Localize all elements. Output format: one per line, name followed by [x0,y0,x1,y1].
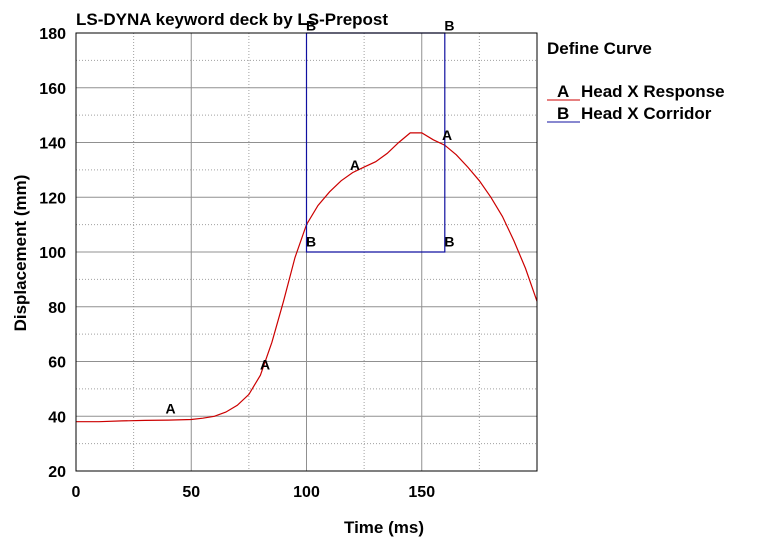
marker-layer: A A A A B B B B [165,17,454,416]
legend-entries: A Head X Response B Head X Corridor [547,82,725,123]
legend-letter: A [557,82,569,101]
y-tick-label: 140 [39,136,66,153]
x-tick-label: 150 [408,484,435,501]
marker-label-b: B [444,17,454,33]
series-line-a [76,132,538,423]
x-tick-label: 0 [72,484,81,501]
marker-label-a: A [260,357,270,373]
legend-letter: B [557,104,569,123]
legend: Define Curve A Head X Response B Head X Cor… [547,39,725,123]
y-tick-label: 80 [48,300,66,317]
marker-label-b: B [444,234,454,250]
legend-label: Head X Response [581,82,725,101]
plot-frame [75,32,538,472]
y-tick-label: 160 [39,81,66,98]
x-tick-label: 50 [182,484,200,501]
marker-label-a: A [350,157,360,173]
y-tick-label: 40 [48,409,66,426]
marker-label-b: B [306,17,316,33]
tick-layer: 0 50 100 150 20 40 60 80 100 120 140 160 180 [39,26,435,501]
legend-title: Define Curve [547,39,652,58]
marker-label-a: A [165,401,175,417]
legend-entry: B Head X Corridor [547,104,712,123]
y-axis-label: Displacement (mm) [11,175,30,332]
marker-label-b: B [306,234,316,250]
y-tick-label: 180 [39,26,66,43]
legend-label: Head X Corridor [581,104,712,123]
y-tick-label: 120 [39,190,66,207]
x-axis-label: Time (ms) [344,518,424,537]
y-tick-label: 100 [39,245,66,262]
marker-label-a: A [442,127,452,143]
legend-entry: A Head X Response [547,82,725,101]
x-tick-label: 100 [293,484,320,501]
y-tick-label: 60 [48,355,66,372]
y-tick-label: 20 [48,464,66,481]
chart-title: LS-DYNA keyword deck by LS-Prepost [76,10,388,29]
